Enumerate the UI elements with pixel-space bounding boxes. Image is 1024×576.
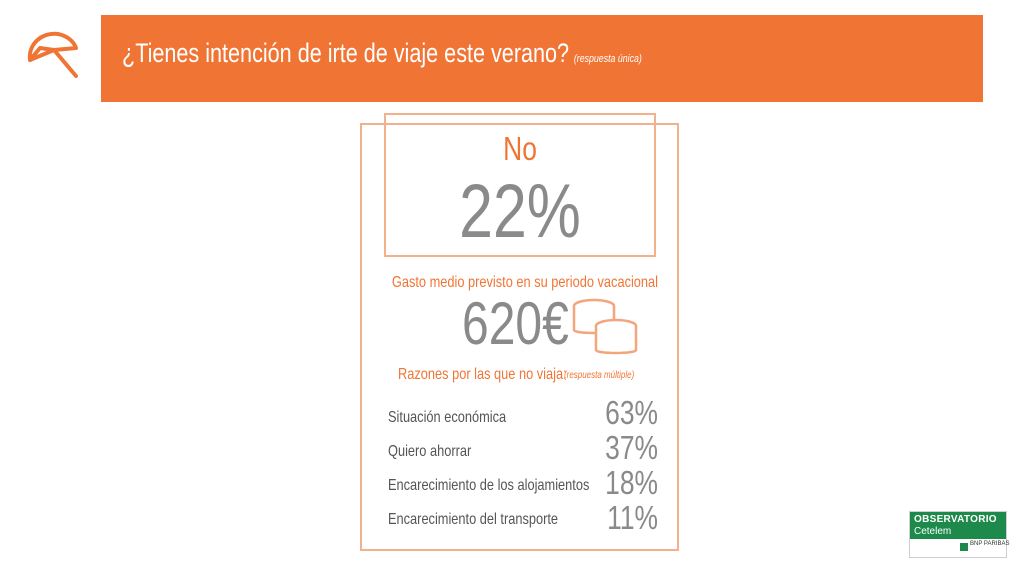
coins-icon (572, 298, 638, 355)
reason-label-economic: Situación económica (388, 409, 507, 426)
question-title: ¿Tienes intención de irte de viaje este … (122, 38, 642, 78)
bank-mark-icon (960, 543, 968, 551)
logo-subtitle: Cetelem (914, 526, 952, 537)
logo-title: OBSERVATORIO (914, 514, 997, 525)
reason-value-economic: 63% (605, 394, 658, 431)
spending-value: 620€ (462, 290, 569, 357)
answer-card (384, 113, 656, 257)
answer-percentage: 22% (459, 169, 581, 254)
question-text: ¿Tienes intención de irte de viaje este … (122, 38, 570, 68)
results-card (360, 123, 679, 551)
spending-label: Gasto medio previsto en su periodo vacac… (391, 274, 659, 291)
reason-value-transport: 11% (607, 499, 658, 536)
logo-banner (910, 512, 1006, 539)
reasons-note: (respuesta múltiple) (564, 370, 635, 381)
reason-value-accommodation: 18% (605, 464, 658, 501)
question-note: (respuesta única) (573, 53, 642, 65)
reason-label-transport: Encarecimiento del transporte (388, 511, 559, 528)
answer-label: No (503, 130, 537, 167)
bank-name: BNP PARIBAS (970, 541, 1010, 547)
reason-label-save: Quiero ahorrar (388, 443, 472, 460)
reason-label-accommodation: Encarecimiento de los alojamientos (388, 477, 590, 494)
beach-umbrella-icon (27, 31, 78, 78)
reason-value-save: 37% (605, 429, 658, 466)
reasons-heading: Razones por las que no viaja: (398, 366, 567, 383)
header-bar (101, 15, 983, 102)
